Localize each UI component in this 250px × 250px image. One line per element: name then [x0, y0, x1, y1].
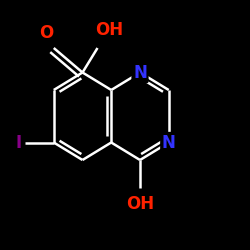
Text: O: O: [39, 24, 54, 42]
Text: I: I: [16, 134, 22, 152]
Text: OH: OH: [95, 21, 123, 39]
Text: N: N: [162, 134, 176, 152]
Text: OH: OH: [126, 195, 154, 213]
Text: N: N: [133, 64, 147, 82]
